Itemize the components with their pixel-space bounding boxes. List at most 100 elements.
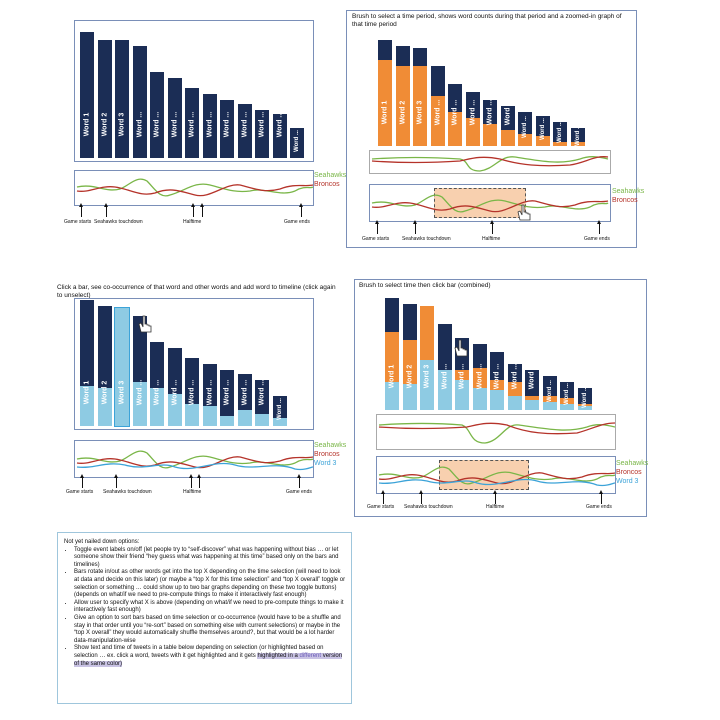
bar-group: Word 1 Word 2 Word 3 Word ... Word ... Word .…	[378, 28, 608, 146]
word-bar[interactable]: Word ...	[132, 316, 147, 426]
timeline-box	[376, 414, 616, 450]
word-bar[interactable]: Word 2	[402, 304, 417, 410]
bar-label: Word 1	[83, 112, 91, 136]
event-arrow-half1	[189, 474, 193, 488]
bar-label: Word ...	[188, 379, 196, 405]
word-bar[interactable]: Word ...	[255, 379, 269, 426]
word-bar[interactable]: Word ...	[202, 94, 217, 158]
bar-segment	[385, 382, 399, 410]
word3-line	[76, 462, 314, 471]
word-bar[interactable]: Word ...	[167, 348, 182, 426]
bar-segment	[448, 84, 462, 112]
event-arrow-td	[114, 474, 118, 488]
event-label-start: Game starts	[362, 236, 390, 242]
broncos-line	[378, 422, 616, 435]
hand-cursor-icon	[454, 339, 468, 357]
bar-segment	[553, 122, 567, 142]
word-bar[interactable]: Word 1	[80, 300, 94, 426]
bar-segment	[185, 404, 199, 426]
word-bar[interactable]: Word 1	[80, 32, 94, 158]
bar-segment	[185, 358, 199, 404]
word-bar[interactable]: Word ...	[255, 110, 269, 158]
bar-segment	[395, 66, 410, 146]
bar-segment	[430, 96, 445, 146]
word-bar[interactable]: Word ...	[490, 352, 504, 410]
word-bar[interactable]: Word ...	[570, 124, 585, 146]
word-bar[interactable]: Word ...	[525, 363, 539, 410]
word-bar[interactable]: Word ...	[560, 382, 574, 410]
word-bar[interactable]: Word ...	[290, 128, 304, 158]
bar-segment	[483, 124, 497, 146]
word-bar[interactable]: Word ...	[553, 121, 567, 146]
word-bar[interactable]: Word ...	[167, 78, 182, 158]
word-bar[interactable]: Word ...	[185, 88, 199, 158]
word-bar[interactable]: Word ...	[500, 99, 515, 146]
word-bar[interactable]: Word ...	[577, 386, 592, 410]
word-bar[interactable]: Word ...	[237, 374, 252, 426]
notes-item: Toggle event labels on/off (let people t…	[74, 547, 347, 570]
bar-label: Word ...	[188, 111, 196, 137]
caption-panel4: Brush to select time then click bar (com…	[359, 282, 491, 289]
word-bar[interactable]: Word 2	[395, 46, 410, 146]
word-bar[interactable]: Word ...	[272, 396, 287, 426]
word-bar[interactable]: Word ...	[465, 92, 480, 146]
bar-segment	[413, 48, 427, 66]
bar-label: Word 2	[101, 380, 109, 404]
bar-segment	[255, 110, 269, 158]
word-bar[interactable]: Word ...	[132, 46, 147, 158]
highlight-different: different	[299, 652, 322, 659]
word-bar[interactable]: Word ...	[535, 116, 550, 146]
word-bar[interactable]: Word 3	[413, 48, 427, 146]
broncos-line	[76, 456, 314, 469]
word-bar[interactable]: Word 3	[115, 40, 129, 158]
word-bar[interactable]: Word ...	[220, 100, 234, 158]
bar-segment	[570, 128, 585, 142]
word-bar[interactable]: Word ...	[150, 342, 164, 426]
bar-segment	[97, 306, 112, 388]
bar-segment	[167, 394, 182, 426]
word-bar[interactable]: Word ...	[150, 72, 164, 158]
bar-segment	[560, 382, 574, 398]
bar-label: Word ...	[469, 99, 477, 125]
bar-segment	[472, 344, 487, 368]
word-bar[interactable]: Word ...	[430, 66, 445, 146]
word-bar[interactable]: Word ...	[483, 99, 497, 146]
word-bar[interactable]: Word ...	[237, 104, 252, 158]
bar-segment	[202, 364, 217, 406]
word-bar[interactable]: Word ...	[542, 376, 557, 410]
word-bar[interactable]: Word 1	[378, 40, 392, 146]
word-bar[interactable]: Word 1	[385, 298, 399, 410]
word-bar[interactable]: Word ...	[518, 112, 532, 146]
event-arrow-start	[79, 203, 83, 217]
bar-label: Word 3	[118, 380, 126, 404]
word-bar[interactable]: Word 2	[97, 306, 112, 426]
bar-segment	[542, 376, 557, 396]
word-bar[interactable]: Word ...	[437, 324, 452, 410]
bar-label: Word ...	[294, 130, 301, 152]
word-bar[interactable]: Word ...	[472, 344, 487, 410]
notes-heading: Not yet nailed down options:	[64, 539, 140, 545]
caption-panel3: Click a bar, see co-occurrence of that w…	[57, 284, 336, 299]
bar-segment	[237, 104, 252, 158]
word-bar[interactable]: Word 3	[420, 306, 434, 410]
word-bar[interactable]: Word ...	[220, 370, 234, 426]
bar-segment	[507, 382, 522, 396]
bar-segment	[465, 118, 480, 146]
bar-label: Word ...	[276, 398, 283, 420]
bar-segment	[437, 324, 452, 370]
word-bar[interactable]: Word ...	[448, 84, 462, 146]
event-arrow-end	[297, 474, 301, 488]
word-bar[interactable]: Word ...	[272, 111, 287, 158]
word-bar[interactable]: Word 3	[114, 307, 130, 427]
bar-segment	[500, 130, 515, 146]
bar-segment	[430, 66, 445, 96]
bar-segment	[202, 94, 217, 158]
word-bar[interactable]: Word 2	[97, 40, 112, 158]
word-bar[interactable]: Word ...	[202, 364, 217, 426]
bar-label: Word ...	[504, 99, 512, 125]
word-bar[interactable]: Word ...	[185, 358, 199, 426]
bar-segment	[167, 348, 182, 394]
bar-segment	[378, 40, 392, 60]
bar-group: Word 1 Word 2 Word 3 Word ... Word ... Word .…	[385, 292, 615, 410]
word-bar[interactable]: Word ...	[507, 363, 522, 410]
